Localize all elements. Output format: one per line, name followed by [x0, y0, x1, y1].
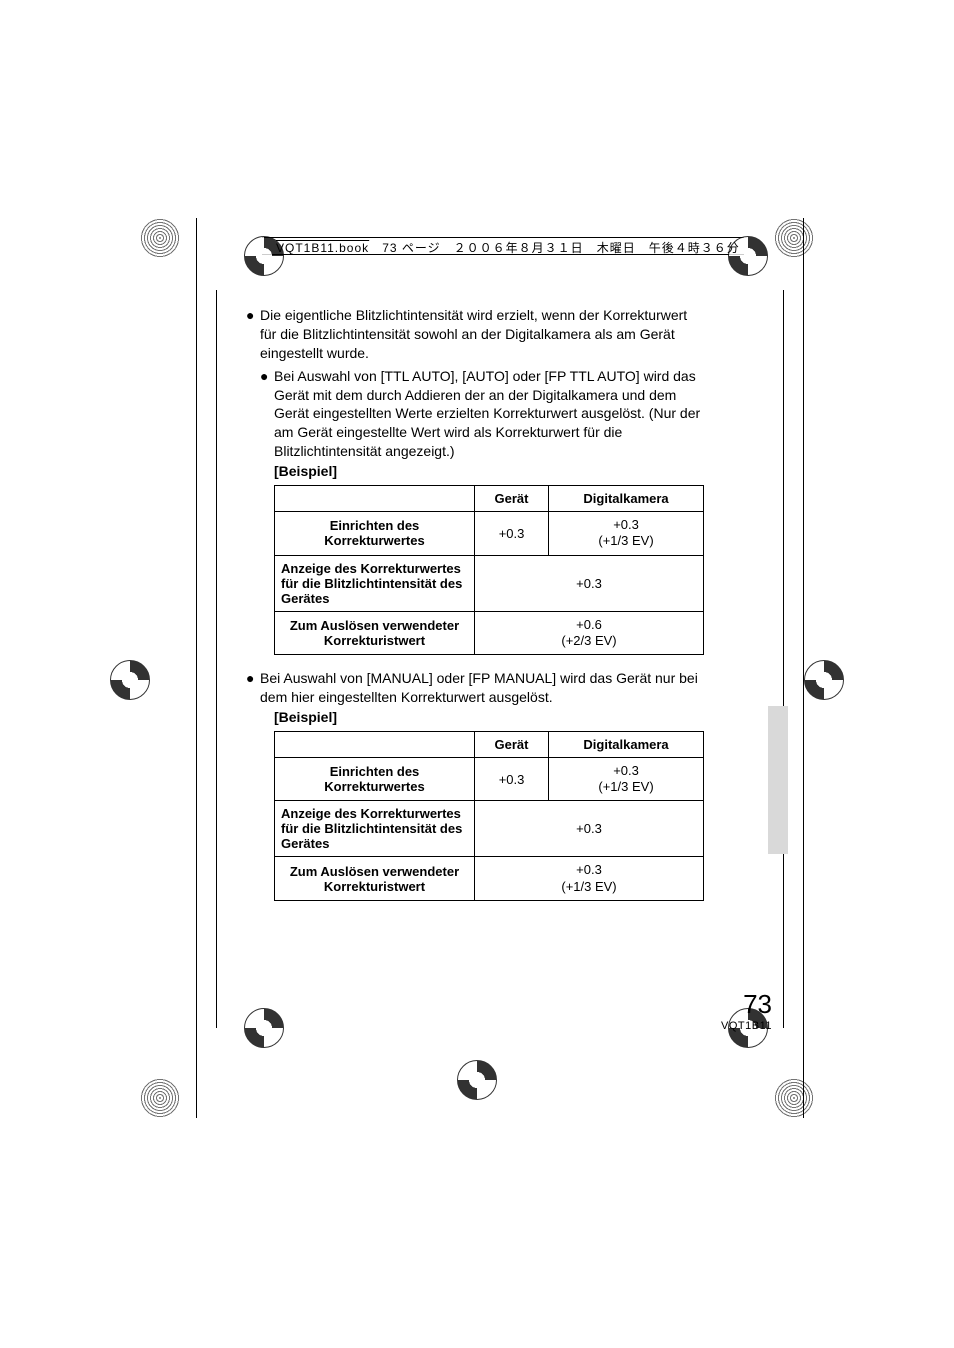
- table-row: Zum Auslösen verwendeter Korrekturistwer…: [275, 857, 704, 901]
- content: ● Die eigentliche Blitzlichtintensität w…: [246, 306, 702, 915]
- table-row: Gerät Digitalkamera: [275, 486, 704, 512]
- bullet-icon: ●: [246, 669, 260, 707]
- table-cell-value: +0.3: [576, 862, 602, 877]
- bullet-icon: ●: [246, 306, 260, 363]
- table-cell-ev: (+1/3 EV): [598, 533, 653, 548]
- bullet-text: Bei Auswahl von [TTL AUTO], [AUTO] oder …: [274, 367, 702, 461]
- header-time: 午後４時３６分: [649, 241, 740, 255]
- table-cell: +0.3 (+1/3 EV): [475, 857, 704, 901]
- table-row: Anzeige des Korrekturwertes für die Blit…: [275, 801, 704, 857]
- table-row: Zum Auslösen verwendeter Korrekturistwer…: [275, 611, 704, 655]
- bullet-text: Die eigentliche Blitzlichtintensität wir…: [260, 306, 702, 363]
- table-rowhead: Anzeige des Korrekturwertes für die Blit…: [275, 555, 475, 611]
- table-cell-ev: (+1/3 EV): [561, 879, 616, 894]
- table-rowhead: Einrichten des Korrekturwertes: [275, 512, 475, 556]
- table-cell: +0.6 (+2/3 EV): [475, 611, 704, 655]
- registration-mark-icon: [804, 660, 844, 700]
- registration-mark-icon: [110, 660, 150, 700]
- registration-mark-icon: [457, 1060, 497, 1100]
- table-header-blank: [275, 486, 475, 512]
- table-row: Anzeige des Korrekturwertes für die Blit…: [275, 555, 704, 611]
- table-row: Gerät Digitalkamera: [275, 731, 704, 757]
- bullet-sub-1: ● Bei Auswahl von [TTL AUTO], [AUTO] ode…: [260, 367, 702, 461]
- thumb-tab: [768, 706, 788, 854]
- table-header-geraet: Gerät: [475, 731, 549, 757]
- table-cell: +0.3: [475, 757, 549, 801]
- table-cell-value: +0.6: [576, 617, 602, 632]
- table-header-geraet: Gerät: [475, 486, 549, 512]
- table-row: Einrichten des Korrekturwertes +0.3 +0.3…: [275, 512, 704, 556]
- bullet-main-1: ● Die eigentliche Blitzlichtintensität w…: [246, 306, 702, 363]
- registration-mark-icon: [140, 1078, 180, 1118]
- table-row: Einrichten des Korrekturwertes +0.3 +0.3…: [275, 757, 704, 801]
- table-cell: +0.3 (+1/3 EV): [549, 757, 704, 801]
- table-header-kamera: Digitalkamera: [549, 731, 704, 757]
- table-rowhead: Zum Auslösen verwendeter Korrekturistwer…: [275, 857, 475, 901]
- table-rowhead: Zum Auslösen verwendeter Korrekturistwer…: [275, 611, 475, 655]
- bullet-sub-2: ● Bei Auswahl von [MANUAL] oder [FP MANU…: [246, 669, 702, 707]
- registration-mark-icon: [244, 1008, 284, 1048]
- table-cell: +0.3 (+1/3 EV): [549, 512, 704, 556]
- table-rowhead: Einrichten des Korrekturwertes: [275, 757, 475, 801]
- table-cell-value: +0.3: [613, 517, 639, 532]
- header-filename: VQT1B11.book: [276, 241, 369, 255]
- header-page: 73 ページ: [382, 241, 440, 255]
- table-cell: +0.3: [475, 801, 704, 857]
- registration-mark-icon: [140, 218, 180, 258]
- table-cell: +0.3: [475, 555, 704, 611]
- table-cell: +0.3: [475, 512, 549, 556]
- bullet-text: Bei Auswahl von [MANUAL] oder [FP MANUAL…: [260, 669, 702, 707]
- table-cell-ev: (+1/3 EV): [598, 779, 653, 794]
- example-label-1: [Beispiel]: [274, 463, 702, 479]
- footer: 73 VQT1B11: [721, 989, 772, 1032]
- header-weekday: 木曜日: [597, 241, 636, 255]
- page: VQT1B11.book 73 ページ ２００６年８月３１日 木曜日 午後４時３…: [0, 0, 954, 1348]
- example-table-1: Gerät Digitalkamera Einrichten des Korre…: [274, 485, 704, 655]
- registration-mark-icon: [774, 1078, 814, 1118]
- book-header: VQT1B11.book 73 ページ ２００６年８月３１日 木曜日 午後４時３…: [276, 239, 730, 256]
- page-number: 73: [721, 989, 772, 1020]
- doc-code: VQT1B11: [721, 1020, 772, 1032]
- registration-mark-icon: [774, 218, 814, 258]
- table-header-kamera: Digitalkamera: [549, 486, 704, 512]
- table-rowhead: Anzeige des Korrekturwertes für die Blit…: [275, 801, 475, 857]
- example-table-2: Gerät Digitalkamera Einrichten des Korre…: [274, 731, 704, 901]
- example-label-2: [Beispiel]: [274, 709, 702, 725]
- bullet-icon: ●: [260, 367, 274, 461]
- table-cell-value: +0.3: [613, 763, 639, 778]
- header-date: ２００６年８月３１日: [454, 241, 584, 255]
- table-header-blank: [275, 731, 475, 757]
- table-cell-ev: (+2/3 EV): [561, 633, 616, 648]
